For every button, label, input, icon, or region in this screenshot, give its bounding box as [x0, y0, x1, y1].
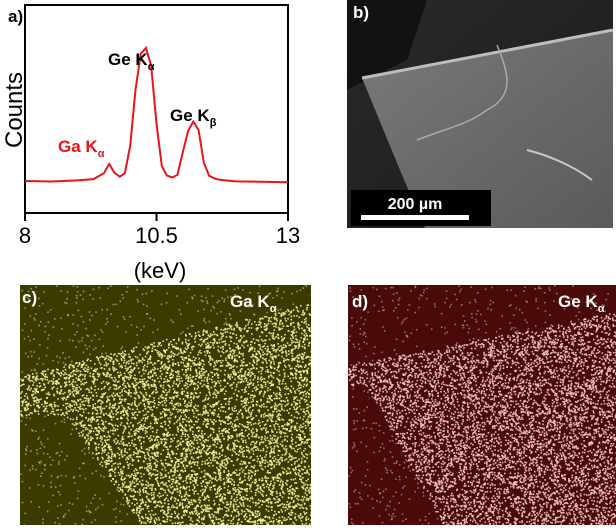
spectrum-panel: a) Counts (keV) 8 10.5 13 Ga Kα Ge Kα Ge K…: [0, 0, 300, 285]
y-axis-label: Counts: [1, 72, 28, 148]
x-tick-label: 8: [19, 223, 31, 248]
x-tick-label: 13: [276, 223, 300, 248]
sem-image: 200 µm b): [347, 0, 613, 228]
spectrum-chart: a) Counts (keV) 8 10.5 13 Ga Kα Ge Kα Ge K…: [0, 0, 300, 285]
panel-label-c: c): [22, 288, 37, 307]
annotation-ge-ka: Ge Kα: [108, 50, 155, 73]
ge-map: d) Ge Kα: [348, 285, 616, 525]
x-axis-label: (keV): [134, 258, 187, 283]
spectrum-line: [25, 48, 288, 182]
ge-map-panel: d) Ge Kα: [348, 285, 616, 525]
x-tick-label: 10.5: [135, 223, 178, 248]
panel-label-d: d): [352, 292, 368, 311]
ga-map-panel: c) Ga Kα: [20, 285, 311, 525]
annotation-ge-kb: Ge Kβ: [170, 106, 217, 129]
x-axis-ticks: 8 10.5 13: [19, 213, 300, 248]
scale-bar-label: 200 µm: [388, 196, 443, 213]
panel-label-a: a): [8, 7, 23, 26]
panel-label-b: b): [353, 3, 369, 22]
ga-map: c) Ga Kα: [20, 285, 311, 525]
annotation-ga-ka: Ga Kα: [58, 137, 105, 160]
sem-panel: 200 µm b): [347, 0, 613, 228]
